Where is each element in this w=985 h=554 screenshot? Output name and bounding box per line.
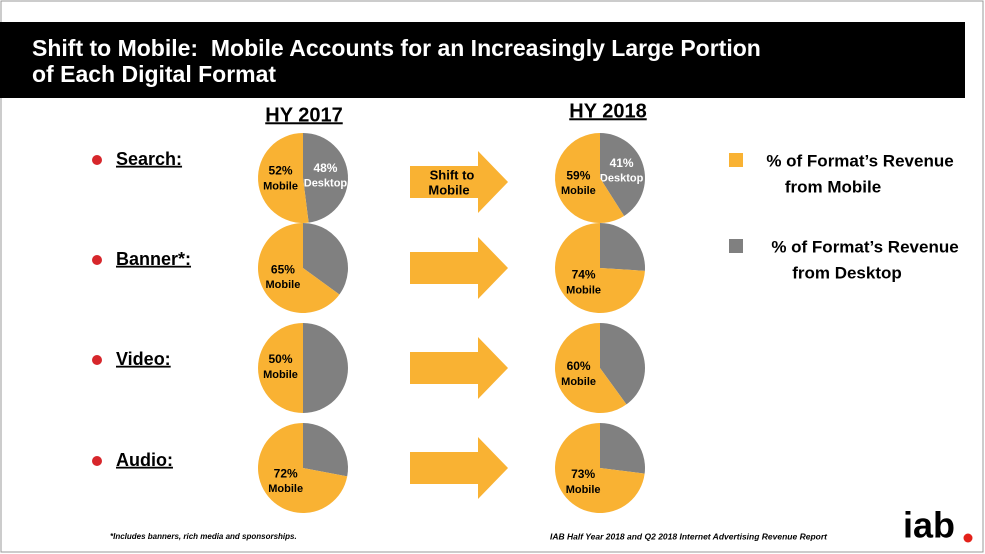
title-bar xyxy=(0,22,965,98)
bullet xyxy=(92,155,102,165)
source: IAB Half Year 2018 and Q2 2018 Internet … xyxy=(550,531,828,541)
category-label: Desktop xyxy=(304,177,348,189)
legend-swatch xyxy=(729,239,743,253)
pie-slice xyxy=(303,222,349,295)
value-label: 74% xyxy=(572,268,596,282)
pie-slice xyxy=(600,423,645,474)
column-header: HY 2018 xyxy=(569,100,646,122)
category-label: Mobile xyxy=(566,484,601,496)
category-label: Mobile xyxy=(561,376,596,388)
category-label: Desktop xyxy=(600,173,644,185)
arrow-label: Shift to xyxy=(430,167,475,182)
legend-label: % of Format’s Revenue xyxy=(771,237,958,256)
category-label: Mobile xyxy=(263,180,298,192)
pie-slice xyxy=(554,223,645,313)
category-label: Mobile xyxy=(266,279,301,291)
column-header: HY 2017 xyxy=(265,104,342,126)
logo: iab xyxy=(903,505,955,546)
arrow xyxy=(410,237,508,299)
value-label: 65% xyxy=(271,262,295,276)
legend-swatch xyxy=(729,153,743,167)
row-label: Audio: xyxy=(116,450,173,470)
pie-slice xyxy=(600,133,645,216)
category-label: Mobile xyxy=(566,284,601,296)
footnote: *Includes banners, rich media and sponso… xyxy=(110,532,297,541)
pie-slice xyxy=(303,133,349,223)
pie-slice xyxy=(258,323,303,413)
pie-slice xyxy=(554,133,625,223)
category-label: Mobile xyxy=(263,369,298,381)
pie-slice xyxy=(303,423,348,477)
pie-slice xyxy=(258,223,340,313)
bullet xyxy=(92,255,102,265)
pie-slice xyxy=(257,423,348,514)
legend-label: % of Format’s Revenue xyxy=(766,151,953,170)
value-label: 60% xyxy=(567,359,591,373)
pie-slice xyxy=(600,223,645,271)
category-label: Mobile xyxy=(268,483,303,495)
value-label: 41% xyxy=(610,156,634,170)
bullet xyxy=(92,456,102,466)
legend-label: from Desktop xyxy=(792,263,902,282)
arrow xyxy=(410,437,508,499)
title: Shift to Mobile: Mobile Accounts for an … xyxy=(32,35,761,61)
row-label: Banner*: xyxy=(116,249,191,269)
pie-slice xyxy=(303,323,348,413)
pie-slice xyxy=(555,423,645,514)
row-label: Search: xyxy=(116,149,182,169)
value-label: 48% xyxy=(313,161,337,175)
pie-slice xyxy=(258,133,309,223)
pie-slice xyxy=(555,323,627,413)
value-label: 52% xyxy=(269,164,293,178)
row-label: Video: xyxy=(116,349,171,369)
value-label: 72% xyxy=(274,467,298,481)
bullet xyxy=(92,355,102,365)
arrow-label: Mobile xyxy=(428,182,469,197)
category-label: Mobile xyxy=(561,185,596,197)
value-label: 59% xyxy=(566,168,590,182)
value-label: 50% xyxy=(268,352,292,366)
value-label: 73% xyxy=(571,467,595,481)
arrow xyxy=(410,151,508,213)
logo-dot xyxy=(963,533,973,543)
title: of Each Digital Format xyxy=(32,61,276,87)
arrow xyxy=(410,337,508,399)
pie-slice xyxy=(600,323,645,405)
legend-label: from Mobile xyxy=(785,177,881,196)
